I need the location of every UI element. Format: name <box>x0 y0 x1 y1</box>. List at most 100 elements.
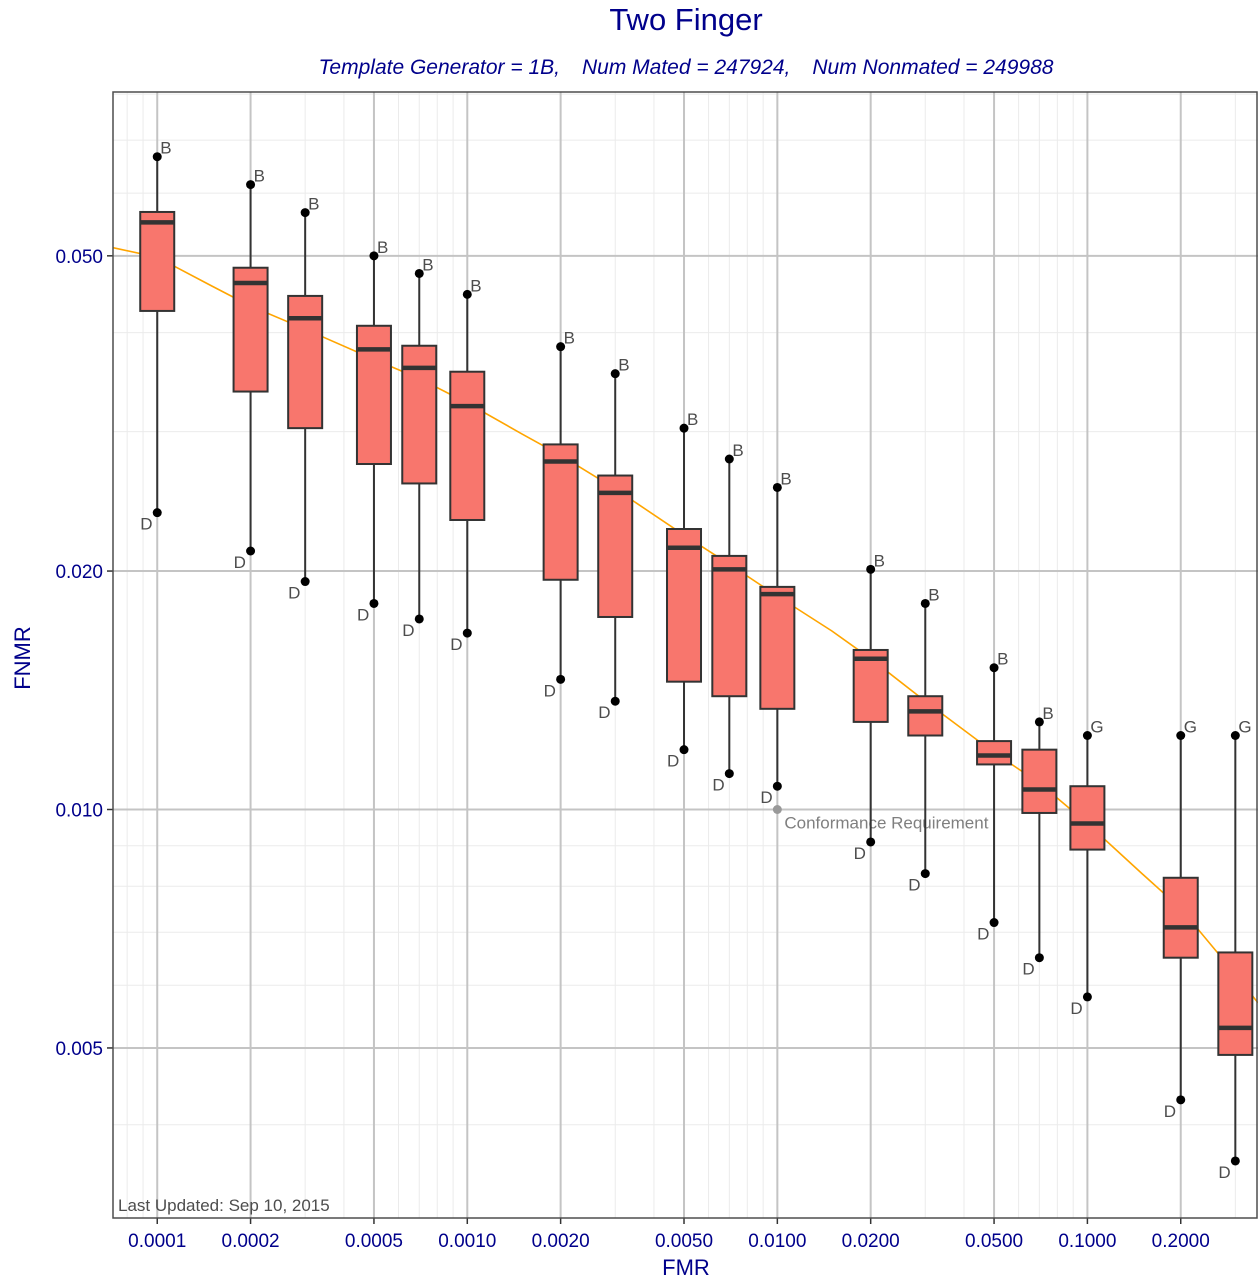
subtitle-num-nonmated: Num Nonmated = 249988 <box>812 56 1054 79</box>
box-body <box>907 695 944 737</box>
box-high-label: G <box>1238 718 1251 737</box>
box-body <box>1217 951 1254 1056</box>
box-high-point <box>1034 717 1044 727</box>
box-body <box>852 648 889 723</box>
box-low-label: D <box>667 752 679 771</box>
box-low-label: D <box>402 621 414 640</box>
x-tick-label-0: 0.0001 <box>128 1231 186 1252</box>
box-low-point <box>1176 1095 1186 1105</box>
box-high-point <box>866 564 876 574</box>
subtitle-num-mated: Num Mated = 247924, <box>581 56 791 79</box>
box-low-label: D <box>977 925 989 944</box>
box-high-label: B <box>377 238 388 257</box>
x-tick-label-6: 0.0100 <box>748 1231 806 1252</box>
box-low-label: D <box>234 553 246 572</box>
box-high-point <box>369 251 379 261</box>
box-high-point <box>724 454 734 464</box>
box-low-label: D <box>598 703 610 722</box>
box-high-point <box>246 180 256 190</box>
box-low-label: D <box>1070 999 1082 1018</box>
box-low-point <box>1034 953 1044 963</box>
box-body <box>711 554 748 698</box>
box-1: BD <box>232 167 269 572</box>
conformance-point <box>772 805 782 815</box>
box-high-point <box>152 152 162 162</box>
x-tick-label-4: 0.0020 <box>532 1231 590 1252</box>
box-high-label: B <box>422 255 433 274</box>
box-high-point <box>462 289 472 299</box>
box-high-label: B <box>780 469 791 488</box>
y-tick-label-3: 0.050 <box>55 247 103 268</box>
box-13: BD <box>976 650 1013 944</box>
box-layer: Conformance RequirementBDBDBDBDBDBDBDBDB… <box>139 139 1254 1182</box>
box-high-point <box>1176 731 1186 741</box>
box-low-label: D <box>1022 960 1034 979</box>
box-low-point <box>610 696 620 706</box>
box-low-point <box>920 869 930 879</box>
box-low-label: D <box>357 605 369 624</box>
box-low-point <box>772 781 782 791</box>
box-2: BD <box>287 195 324 603</box>
box-8: BD <box>666 410 703 771</box>
x-tick-label-9: 0.1000 <box>1058 1231 1116 1252</box>
box-low-point <box>414 614 424 624</box>
box-body <box>139 210 176 312</box>
box-body <box>597 474 634 618</box>
box-4: BD <box>401 255 438 640</box>
box-high-label: B <box>308 195 319 214</box>
box-low-point <box>246 546 256 556</box>
box-low-label: D <box>450 635 462 654</box>
box-low-point <box>679 745 689 755</box>
box-low-point <box>866 837 876 847</box>
box-low-point <box>556 674 566 684</box>
box-7: BD <box>597 356 634 722</box>
box-high-label: B <box>732 441 743 460</box>
box-high-label: B <box>928 585 939 604</box>
box-low-label: D <box>760 788 772 807</box>
box-low-label: D <box>1164 1102 1176 1121</box>
box-body <box>1069 785 1106 851</box>
box-high-point <box>414 268 424 278</box>
box-high-point <box>920 598 930 608</box>
y-tick-label-1: 0.010 <box>55 801 103 822</box>
x-tick-label-10: 0.2000 <box>1152 1231 1210 1252</box>
box-high-label: B <box>564 329 575 348</box>
box-high-point <box>1230 731 1240 741</box>
box-9: BD <box>711 441 748 795</box>
axis-layer: 0.0001 0.0002 0.0005 0.0010 0.0020 0.0050 0.01… <box>55 91 1258 1252</box>
box-body <box>449 370 486 521</box>
box-high-label: B <box>687 410 698 429</box>
plot-panel-border <box>112 91 1258 1219</box>
box-high-label: B <box>618 356 629 375</box>
box-low-label: D <box>908 876 920 895</box>
box-body <box>976 740 1013 766</box>
box-high-label: B <box>160 139 171 158</box>
y-tick-label-2: 0.020 <box>55 562 103 583</box>
x-tick-label-7: 0.0200 <box>842 1231 900 1252</box>
box-high-point <box>772 482 782 492</box>
box-body <box>355 324 392 466</box>
box-body <box>1162 876 1199 959</box>
box-high-point <box>989 663 999 673</box>
box-body <box>1021 748 1058 814</box>
x-tick-label-1: 0.0002 <box>222 1231 280 1252</box>
box-17: GD <box>1217 718 1254 1182</box>
box-low-label: D <box>544 681 556 700</box>
box-low-label: D <box>712 776 724 795</box>
box-high-label: B <box>470 276 481 295</box>
box-high-label: B <box>874 551 885 570</box>
box-low-label: D <box>140 515 152 534</box>
y-axis-title: FNMR <box>10 626 35 690</box>
box-3: BD <box>355 238 392 624</box>
box-body <box>287 294 324 430</box>
x-tick-label-5: 0.0050 <box>655 1231 713 1252</box>
box-high-point <box>300 208 310 218</box>
subtitle-template-generator: Template Generator = 1B, <box>318 56 560 79</box>
box-high-point <box>610 369 620 379</box>
box-low-point <box>369 598 379 608</box>
box-high-label: B <box>254 167 265 186</box>
box-16: GD <box>1162 718 1199 1121</box>
box-11: BD <box>852 551 889 863</box>
box-low-point <box>724 769 734 779</box>
